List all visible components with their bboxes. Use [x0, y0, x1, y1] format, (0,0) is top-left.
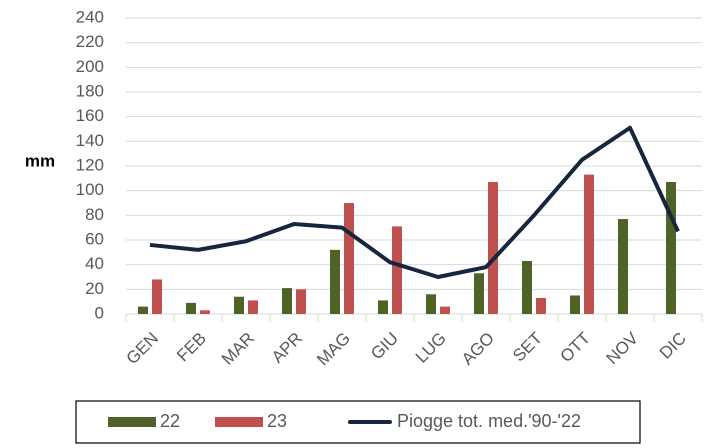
bar: [584, 174, 594, 314]
x-tick-label: AGO: [458, 329, 498, 369]
y-tick-label: 160: [76, 106, 104, 125]
y-tick-label: 80: [85, 205, 104, 224]
bar: [666, 182, 676, 314]
bar: [282, 288, 292, 314]
bar: [618, 219, 628, 314]
x-tick-label: SET: [509, 329, 546, 366]
bar: [378, 300, 388, 314]
bar: [234, 296, 244, 314]
bar: [138, 306, 148, 314]
legend-label: 22: [160, 411, 180, 431]
bar: [474, 273, 484, 314]
y-tick-label: 200: [76, 57, 104, 76]
bar: [440, 306, 450, 314]
x-tick-label: GIU: [367, 329, 402, 364]
y-tick-label: 0: [95, 303, 104, 322]
x-tick-label: LUG: [412, 329, 450, 367]
y-tick-label: 180: [76, 81, 104, 100]
y-tick-label: 240: [76, 7, 104, 26]
bar: [488, 182, 498, 314]
y-tick-label: 20: [85, 279, 104, 298]
bar: [426, 294, 436, 314]
line: [149, 125, 680, 279]
bar: [522, 260, 532, 314]
y-tick-label: 140: [76, 131, 104, 150]
y-axis-label: mm: [25, 151, 55, 170]
bar: [186, 302, 196, 314]
legend-label: 23: [267, 411, 287, 431]
legend-swatch: [108, 417, 156, 427]
x-tick-label: DIC: [656, 329, 690, 363]
bar: [248, 300, 258, 314]
y-tick-label: 100: [76, 180, 104, 199]
bar: [392, 226, 402, 314]
bar: [570, 295, 580, 314]
x-tick-label: FEB: [173, 329, 210, 366]
x-tick-label: OTT: [557, 329, 594, 366]
bar: [344, 203, 354, 314]
x-tick-label: MAR: [218, 329, 258, 369]
y-tick-label: 220: [76, 32, 104, 51]
y-tick-label: 60: [85, 229, 104, 248]
legend-swatch: [215, 417, 263, 427]
x-tick-label: MAG: [313, 329, 354, 370]
x-tick-label: GEN: [123, 329, 162, 368]
x-tick-label: NOV: [603, 328, 643, 368]
legend-label: Piogge tot. med.'90-'22: [397, 411, 581, 431]
y-tick-label: 40: [85, 254, 104, 273]
bar: [296, 289, 306, 314]
bar: [200, 310, 210, 314]
bar: [152, 279, 162, 314]
bar: [330, 249, 340, 314]
bar: [536, 297, 546, 314]
x-tick-label: APR: [268, 329, 306, 367]
y-tick-label: 120: [76, 155, 104, 174]
